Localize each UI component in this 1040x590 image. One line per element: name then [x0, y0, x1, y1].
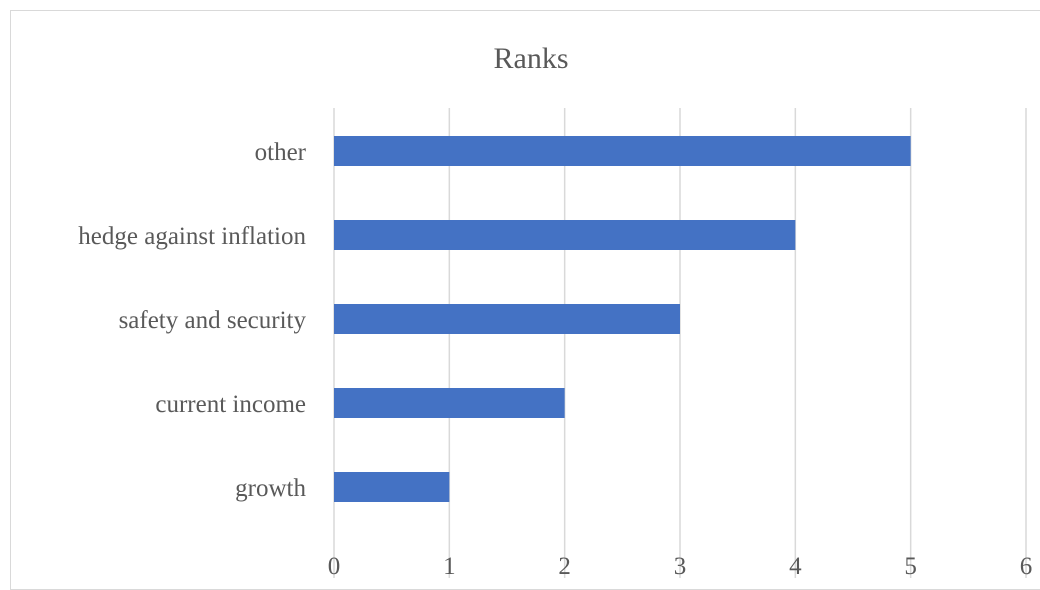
bar-chart: other hedge against inflation safety and s… [78, 108, 1033, 578]
bar [334, 304, 680, 334]
category-label: other [255, 139, 307, 166]
category-label: current income [155, 391, 306, 418]
chart-frame [10, 10, 1040, 590]
x-tick-label: 4 [789, 553, 802, 578]
x-tick-label: 2 [558, 553, 571, 578]
x-tick-label: 0 [328, 553, 341, 578]
bar [334, 388, 565, 418]
category-label: safety and security [119, 307, 307, 334]
x-tick-label: 5 [904, 553, 917, 578]
bar [334, 220, 796, 250]
category-label: hedge against inflation [78, 223, 306, 250]
chart-title: Ranks [493, 42, 569, 75]
bar [334, 472, 450, 502]
x-tick-label: 1 [443, 553, 456, 578]
category-label: growth [235, 475, 306, 502]
x-tick-label: 6 [1020, 553, 1033, 578]
bar [334, 136, 911, 166]
x-tick-label: 3 [674, 553, 687, 578]
